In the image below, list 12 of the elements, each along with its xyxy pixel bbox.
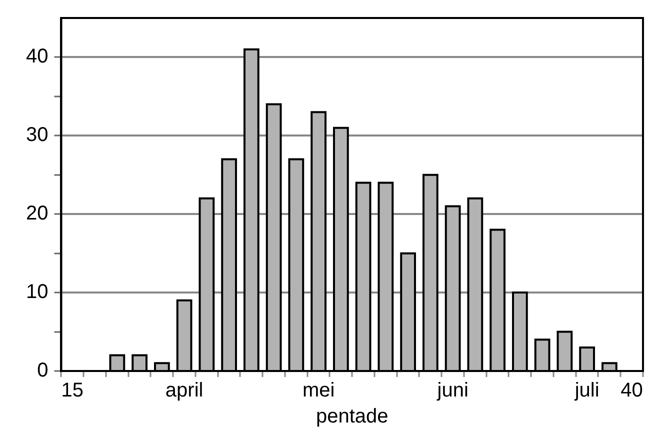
x-tick-label: mei xyxy=(302,380,335,402)
y-tick-label: 0 xyxy=(37,360,48,382)
y-tick-label: 30 xyxy=(26,124,48,146)
x-tick-label: juni xyxy=(436,380,468,402)
x-tick-label: 15 xyxy=(61,380,84,402)
x-tick-label: 40 xyxy=(620,380,643,402)
x-axis-title: pentade xyxy=(316,406,388,428)
x-tick-label: juli xyxy=(574,380,600,402)
y-tick-label: 40 xyxy=(26,46,48,68)
x-tick-label: april xyxy=(165,380,204,402)
y-tick-label: 20 xyxy=(26,202,48,225)
y-tick-label: 10 xyxy=(26,281,48,304)
